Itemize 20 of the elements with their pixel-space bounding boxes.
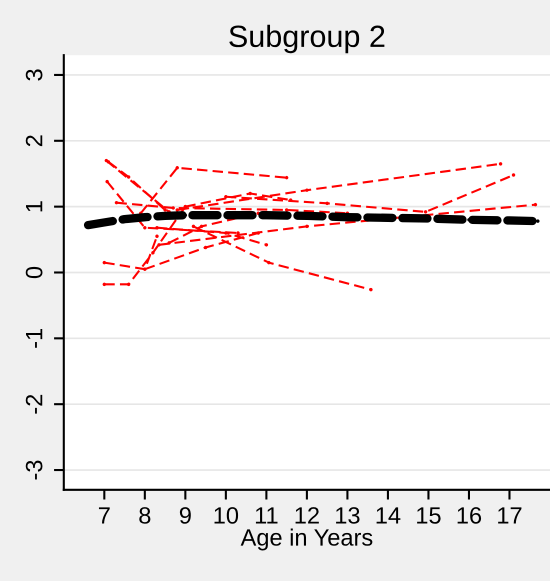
y-tick-label: 2 (26, 135, 42, 146)
x-tick-label: 14 (376, 507, 400, 524)
x-tick-label: 16 (458, 507, 482, 524)
y-tick-label: 3 (26, 69, 42, 81)
x-tick-label: 10 (214, 507, 238, 524)
x-axis-title: Age in Years (240, 528, 372, 550)
x-tick-label: 13 (336, 507, 360, 524)
x-tick-label: 15 (417, 507, 441, 524)
x-tick-label: 11 (256, 507, 278, 524)
y-tick-label: -2 (26, 394, 42, 414)
y-tick-label: 0 (26, 266, 42, 278)
x-tick-label: 9 (180, 507, 191, 524)
x-tick-label: 8 (139, 507, 150, 524)
y-tick-label: -1 (26, 328, 42, 348)
chart-title: Subgroup 2 (229, 24, 384, 54)
x-tick-label: 17 (498, 507, 522, 524)
y-tick-label: -3 (26, 460, 42, 480)
x-tick-label: 12 (296, 507, 319, 524)
y-tick-label: 1 (26, 201, 42, 212)
x-tick-label: 7 (98, 507, 110, 524)
